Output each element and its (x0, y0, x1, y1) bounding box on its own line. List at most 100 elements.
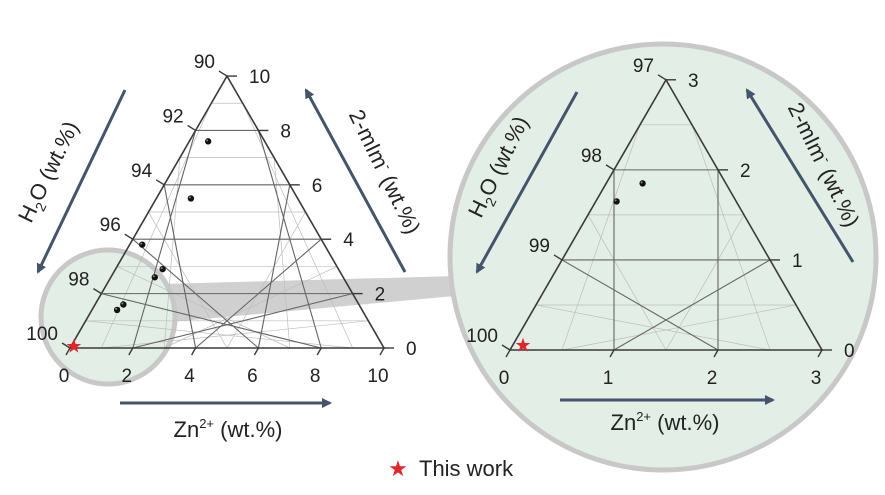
mim-tick-label: 0 (844, 341, 855, 362)
minor-gridline (148, 211, 228, 349)
zn-tick-label: 3 (811, 368, 822, 389)
mim-axis-arrow (745, 88, 855, 263)
h2o-tick-label: 98 (68, 270, 89, 291)
major-gridline (257, 184, 291, 349)
h2o-tick-label: 97 (633, 56, 654, 77)
mim-tick-label: 2 (375, 285, 386, 306)
zn-tick-label: 6 (247, 366, 258, 387)
data-point (639, 180, 646, 187)
tick-mark (605, 164, 615, 171)
tick-mark (128, 347, 134, 356)
legend-label: This work (419, 456, 514, 481)
data-point (151, 274, 158, 281)
h2o-tick-label: 96 (100, 215, 121, 236)
tick-mark (609, 349, 615, 358)
zoom-detail-circle (447, 41, 879, 473)
triangle-frame (68, 74, 386, 349)
data-point-highlight (188, 196, 191, 199)
tick-mark (155, 179, 165, 186)
major-gridline (132, 238, 259, 349)
h2o-axis-label: H2O (wt.%) (13, 117, 87, 228)
data-point (139, 241, 146, 248)
data-point-highlight (160, 267, 163, 270)
ternary-grid (68, 74, 386, 349)
h2o-tick-label: 94 (131, 161, 153, 182)
major-gridline (257, 130, 322, 349)
tick-mark (817, 349, 823, 358)
mim-axis-arrow (304, 88, 407, 273)
data-point (204, 138, 212, 145)
major-gridline (613, 259, 771, 351)
minor-gridline (226, 211, 306, 349)
zn-tick-label: 4 (184, 366, 195, 387)
this-work-star-icon: ★ (514, 335, 531, 356)
triangle-frame (508, 78, 824, 351)
h2o-tick-label: 100 (466, 326, 498, 347)
data-point (120, 301, 127, 308)
tick-mark (657, 74, 667, 81)
mim-axis-label: 2-mIm- (wt.%) (344, 105, 427, 238)
zoom-highlight (38, 41, 879, 473)
major-gridline (195, 238, 322, 349)
tick-mark (65, 347, 71, 356)
h2o-tick-label: 100 (26, 324, 58, 345)
tick-mark (316, 347, 322, 356)
mim-tick-label: 3 (688, 71, 699, 92)
major-gridline (101, 293, 322, 349)
tick-mark (124, 233, 134, 240)
mim-tick-label: 8 (280, 121, 291, 142)
data-point (613, 198, 620, 205)
data-points: ★ (65, 138, 212, 358)
mim-tick-label: 10 (249, 67, 270, 88)
tick-mark (713, 349, 719, 358)
zoom-source-circle (38, 247, 178, 387)
minor-gridline (691, 124, 771, 351)
data-point (113, 306, 121, 314)
h2o-tick-label: 99 (529, 236, 550, 257)
tick-mark (553, 254, 563, 261)
legend: ★ This work (388, 456, 514, 481)
data-point-highlight (614, 199, 617, 202)
zn-tick-label: 0 (499, 368, 510, 389)
zn-tick-label: 0 (59, 366, 70, 387)
zn-tick-label: 1 (603, 368, 614, 389)
h2o-axis-arrow (36, 89, 127, 274)
data-point-highlight (140, 242, 143, 245)
zoom-connector (162, 276, 458, 322)
data-point-highlight (640, 181, 643, 184)
zn-axis-label: Zn2+ (wt.%) (611, 409, 720, 435)
tick-mark (505, 349, 511, 358)
zn-tick-label: 8 (310, 366, 321, 387)
h2o-tick-label: 90 (194, 52, 215, 73)
tick-mark (61, 342, 71, 349)
major-gridline (132, 293, 353, 349)
tick-mark (379, 347, 385, 356)
zn-tick-label: 10 (367, 366, 388, 387)
ternary-tick-labels: 0 1 2 3 0 1 2 3 100 99 98 97 (466, 56, 854, 389)
h2o-axis-arrow (475, 91, 579, 274)
this-work-star-icon: ★ (65, 337, 82, 358)
tick-mark (253, 347, 260, 356)
h2o-tick-label: 92 (162, 106, 183, 127)
zn-tick-label: 2 (707, 368, 718, 389)
ternary-grid (508, 78, 824, 351)
data-point-highlight (115, 307, 118, 310)
tick-mark (190, 347, 197, 356)
tick-mark (187, 124, 196, 132)
mim-tick-label: 2 (740, 161, 751, 182)
mim-tick-label: 4 (343, 230, 354, 251)
tick-mark (218, 70, 228, 77)
minor-gridline (85, 320, 353, 349)
tick-mark (501, 344, 511, 351)
data-point (159, 265, 166, 273)
major-gridline (561, 259, 719, 351)
data-point (187, 195, 195, 202)
major-gridline (163, 184, 197, 349)
zn-axis-label: Zn2+ (wt.%) (174, 416, 283, 442)
data-point-highlight (121, 302, 124, 305)
zn-tick-label: 2 (122, 366, 133, 387)
data-points: ★ (514, 180, 646, 356)
